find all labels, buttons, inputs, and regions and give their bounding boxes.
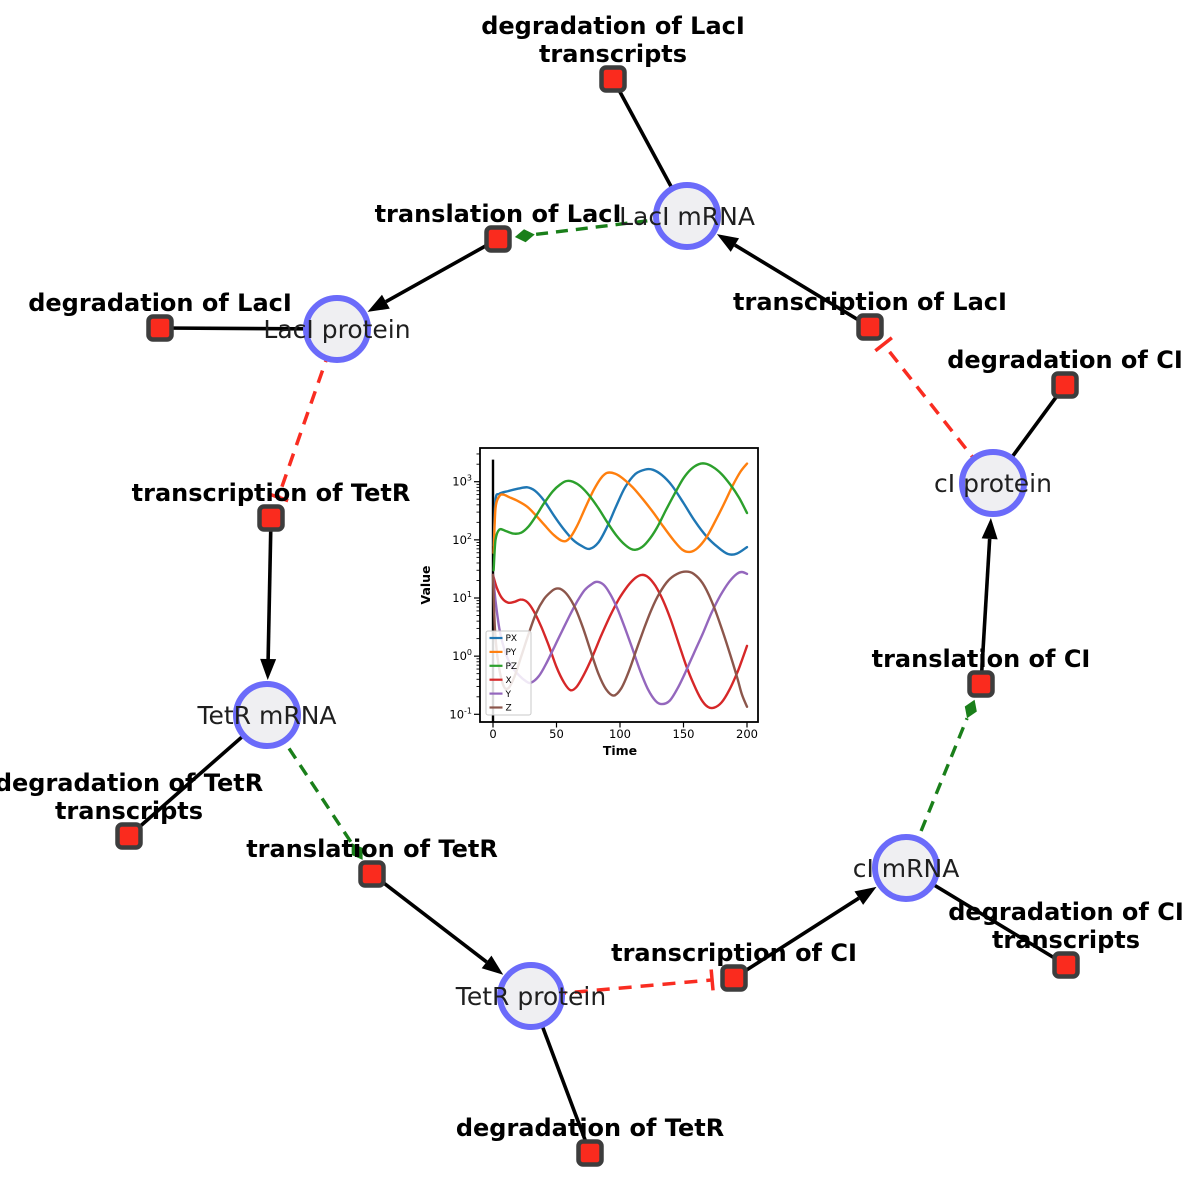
reaction-label-deg_laci: degradation of LacI: [28, 289, 292, 317]
diamond-arrowhead-icon: [351, 843, 363, 860]
legend-label-Y: Y: [505, 690, 512, 700]
edge-production-transl_laci-to-laci_protein: [367, 237, 499, 312]
nodes-layer: [115, 65, 1080, 1167]
legend-label-X: X: [506, 676, 512, 686]
reaction-node-deg_tetr_tx: [115, 822, 143, 850]
reaction-label-transl_tetr: translation of TetR: [246, 835, 498, 863]
reaction-label-deg_tetr: degradation of TetR: [456, 1114, 724, 1142]
reaction-label-deg_tetr_tx: transcripts: [55, 797, 203, 825]
reaction-node-deg_tetr: [576, 1139, 604, 1167]
y-tick-label: 103: [452, 474, 472, 489]
reaction-node-txn_tetr: [257, 504, 285, 532]
reaction-node-transl_tetr: [358, 860, 386, 888]
series-line-PY: [492, 462, 749, 554]
reaction-label-transl_ci: translation of CI: [872, 645, 1091, 673]
series-line-PZ: [492, 462, 749, 572]
arrowhead-icon: [481, 955, 504, 975]
y-tick-label: 102: [452, 532, 472, 547]
simulation-plot: 0 50 100 150 20010-1100101102103TimeValuePXP…: [410, 423, 790, 783]
series-line-X: [491, 573, 749, 710]
reaction-node-transl_ci: [967, 670, 995, 698]
inhibition-tbar-icon: [267, 492, 289, 503]
species-node-laci_protein: [303, 295, 371, 363]
species-label-tetr_protein: TetR protein: [455, 982, 606, 1011]
x-axis-label: Time: [603, 743, 637, 758]
reaction-label-deg_tetr_tx: degradation of TetR: [0, 769, 263, 797]
species-node-tetr_mrna: [233, 681, 301, 749]
x-tick-label: 100: [609, 727, 631, 741]
reaction-label-transl_laci: translation of LacI: [375, 200, 622, 228]
species-label-ci_protein: cI protein: [934, 469, 1052, 498]
arrowhead-icon: [981, 517, 998, 540]
x-tick-label: 50: [549, 727, 564, 741]
arrowhead-icon: [367, 294, 390, 312]
x-tick-label: 0: [489, 727, 496, 741]
reaction-node-deg_ci_tx: [1052, 951, 1080, 979]
edge-production-transl_tetr-to-tetr_protein: [370, 872, 504, 975]
legend-label-Z: Z: [506, 704, 512, 714]
reaction-label-deg_ci_tx: degradation of CI: [948, 898, 1184, 926]
labels-layer: LacI mRNA LacI protein TetR mRNA TetR prote…: [0, 12, 1184, 1142]
arrowhead-icon: [716, 234, 740, 252]
reaction-label-txn_tetr: transcription of TetR: [132, 479, 411, 507]
species-label-ci_mrna: cI mRNA: [853, 854, 960, 883]
y-axis-label: Value: [418, 565, 433, 604]
y-tick-label: 100: [452, 648, 472, 663]
species-node-laci_mrna: [653, 182, 721, 250]
diamond-arrowhead-icon: [964, 699, 977, 719]
species-node-ci_mrna: [872, 834, 940, 902]
species-label-laci_mrna: LacI mRNA: [619, 202, 755, 231]
reaction-label-deg_ci: degradation of CI: [947, 346, 1183, 374]
reaction-node-txn_laci: [856, 313, 884, 341]
inhibition-tbar-icon: [874, 336, 893, 353]
species-node-tetr_protein: [497, 962, 565, 1030]
reaction-node-transl_laci: [484, 225, 512, 253]
edge-production-txn_laci-to-laci_mrna: [716, 234, 871, 329]
y-tick-label: 101: [452, 590, 472, 605]
x-tick-label: 150: [673, 727, 695, 741]
reaction-node-txn_ci: [720, 964, 748, 992]
legend-label-PZ: PZ: [506, 662, 518, 672]
arrowhead-icon: [260, 658, 277, 681]
reaction-node-deg_laci: [146, 314, 174, 342]
diamond-arrowhead-icon: [514, 229, 535, 243]
species-label-tetr_mrna: TetR mRNA: [196, 701, 336, 730]
series-line-PX: [492, 467, 749, 556]
legend-label-PY: PY: [506, 648, 517, 658]
axes-frame: [479, 447, 759, 723]
reaction-label-deg_laci_tx: transcripts: [539, 40, 687, 68]
plot-area: [491, 459, 749, 722]
edge-production-transl_ci-to-ci_protein: [979, 517, 998, 685]
reaction-label-txn_ci: transcription of CI: [611, 939, 857, 967]
reaction-node-deg_laci_tx: [599, 65, 627, 93]
edge-production-txn_ci-to-ci_mrna: [733, 886, 877, 980]
species-label-laci_protein: LacI protein: [263, 315, 410, 344]
legend-label-PX: PX: [506, 634, 518, 644]
y-tick-label: 10-1: [449, 706, 472, 721]
edge-production-txn_tetr-to-tetr_mrna: [260, 517, 277, 681]
reaction-label-deg_ci_tx: transcripts: [992, 926, 1140, 954]
inhibition-tbar-icon: [709, 969, 715, 991]
reaction-label-txn_laci: transcription of LacI: [733, 288, 1007, 316]
reaction-label-deg_laci_tx: degradation of LacI: [481, 12, 745, 40]
arrowhead-icon: [854, 886, 877, 905]
species-node-ci_protein: [959, 449, 1027, 517]
legend: PX PY PZ XYZ: [485, 630, 532, 716]
x-tick-label: 200: [736, 727, 758, 741]
reaction-node-deg_ci: [1051, 371, 1079, 399]
